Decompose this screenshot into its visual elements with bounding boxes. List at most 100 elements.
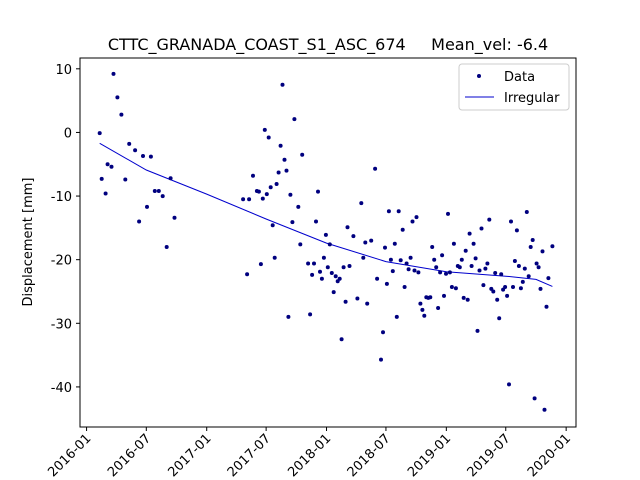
- data-point: [296, 204, 301, 209]
- data-point: [375, 276, 380, 281]
- data-point: [148, 154, 153, 159]
- data-point: [520, 279, 525, 284]
- data-point: [359, 201, 364, 206]
- data-point: [505, 293, 510, 298]
- data-point: [384, 281, 389, 286]
- data-point: [473, 256, 478, 261]
- data-point: [416, 270, 421, 275]
- x-tick-label: 2016-07: [105, 431, 154, 480]
- data-point: [544, 304, 549, 309]
- data-point: [278, 143, 283, 148]
- data-point: [123, 177, 128, 182]
- data-point: [274, 182, 279, 186]
- data-point: [323, 232, 328, 237]
- data-point: [288, 192, 293, 197]
- data-point: [119, 112, 124, 117]
- data-point: [168, 176, 173, 181]
- data-point: [383, 245, 387, 250]
- data-point: [256, 189, 261, 194]
- fit-line-irregular: [99, 142, 553, 287]
- data-point: [345, 225, 350, 230]
- data-point: [481, 283, 486, 288]
- data-point: [410, 219, 415, 224]
- data-point: [292, 117, 297, 122]
- data-point: [373, 166, 378, 171]
- data-point: [447, 270, 452, 275]
- data-point: [402, 285, 407, 289]
- data-point: [270, 223, 275, 228]
- data-point: [141, 154, 145, 158]
- data-point: [483, 266, 488, 271]
- data-point: [404, 261, 409, 266]
- data-point: [381, 330, 385, 335]
- data-point: [164, 245, 169, 249]
- data-point: [99, 176, 104, 181]
- data-point: [438, 270, 443, 275]
- data-point: [361, 255, 366, 260]
- data-point: [532, 396, 537, 401]
- data-point: [394, 314, 399, 319]
- data-point: [475, 328, 480, 333]
- data-point: [463, 248, 468, 253]
- data-point: [457, 265, 462, 270]
- data-point: [550, 244, 555, 249]
- data-point: [247, 197, 252, 202]
- data-point: [420, 307, 425, 312]
- x-tick-label: 2017-07: [225, 431, 274, 480]
- data-point: [534, 261, 539, 266]
- data-point: [137, 219, 142, 224]
- data-point: [477, 268, 482, 273]
- data-point: [408, 255, 413, 260]
- data-point: [388, 257, 393, 262]
- data-point: [512, 259, 517, 263]
- y-tick-label: -40: [51, 381, 72, 396]
- data-point: [538, 286, 543, 291]
- data-point: [542, 407, 547, 412]
- data-point: [369, 238, 374, 243]
- data-point: [446, 211, 450, 216]
- data-point: [306, 261, 311, 266]
- data-point: [526, 274, 531, 279]
- data-point: [406, 267, 411, 272]
- data-point: [160, 194, 165, 199]
- data-point: [497, 316, 502, 321]
- data-point: [97, 131, 102, 136]
- data-point: [392, 241, 397, 246]
- data-point: [156, 189, 161, 193]
- data-point: [258, 262, 263, 267]
- x-tick-label: 2020-01: [525, 431, 574, 480]
- data-point: [530, 238, 535, 242]
- data-point: [298, 242, 303, 247]
- data-point: [327, 242, 332, 247]
- y-tick-label: 10: [55, 63, 72, 78]
- data-point: [540, 249, 545, 254]
- data-point: [331, 290, 336, 295]
- data-point: [536, 265, 541, 270]
- data-point: [412, 268, 417, 273]
- y-tick-label: 0: [64, 126, 72, 141]
- data-point: [386, 209, 391, 214]
- y-axis-label: Displacement [mm]: [21, 178, 36, 307]
- x-axis: 2016-01 2016-07 2017-01 2017-07 2018-01 2018-…: [45, 427, 574, 480]
- data-point: [245, 272, 250, 277]
- data-point: [518, 286, 523, 291]
- data-point: [284, 168, 289, 173]
- x-tick-label: 2018-01: [285, 431, 334, 480]
- data-point: [339, 337, 344, 342]
- data-point: [432, 257, 437, 262]
- y-tick-label: -10: [51, 190, 72, 205]
- data-point: [266, 135, 271, 140]
- data-point: [347, 264, 352, 268]
- data-point: [440, 253, 445, 258]
- data-point: [467, 231, 472, 236]
- data-point: [528, 245, 533, 249]
- data-point: [487, 217, 492, 222]
- data-point: [333, 274, 338, 279]
- data-point: [109, 164, 114, 169]
- data-point: [145, 204, 149, 209]
- data-point: [310, 272, 315, 277]
- data-point: [509, 219, 513, 224]
- data-point: [516, 264, 521, 268]
- data-point: [286, 314, 291, 319]
